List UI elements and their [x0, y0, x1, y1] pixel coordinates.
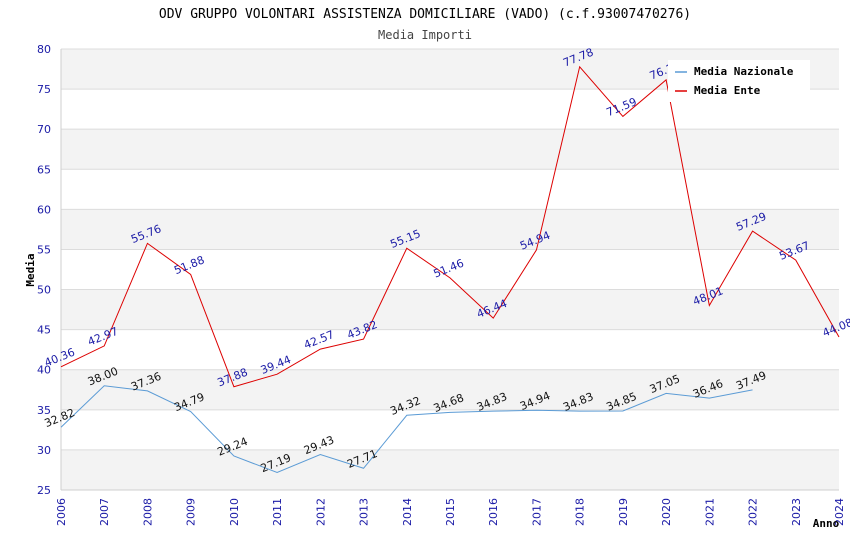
- x-tick-label: 2024: [833, 498, 846, 526]
- chart-subtitle: Media Importi: [378, 28, 472, 42]
- y-tick-label: 80: [37, 43, 51, 56]
- y-tick-label: 35: [37, 404, 51, 417]
- x-tick-label: 2021: [703, 498, 716, 526]
- y-tick-label: 60: [37, 203, 51, 216]
- x-tick-label: 2012: [314, 498, 327, 526]
- x-tick-label: 2011: [271, 498, 284, 526]
- legend-label-media-nazionale: Media Nazionale: [694, 65, 794, 78]
- legend: Media Nazionale Media Ente: [668, 60, 810, 102]
- grid-bands: [61, 49, 839, 490]
- grid-band: [61, 409, 839, 450]
- x-tick-label: 2023: [790, 498, 803, 526]
- y-tick-label: 55: [37, 243, 51, 256]
- chart-title: ODV GRUPPO VOLONTARI ASSISTENZA DOMICILI…: [159, 7, 691, 22]
- series-line-media-nazionale: [60, 385, 753, 473]
- grid-band: [61, 369, 839, 410]
- series-line-media-ente: [60, 65, 840, 388]
- legend-label-media-ente: Media Ente: [694, 84, 761, 97]
- y-tick-label: 65: [37, 163, 51, 176]
- legend-background: [668, 60, 810, 102]
- y-tick-label: 30: [37, 444, 51, 457]
- grid-band: [61, 289, 839, 330]
- x-tick-label: 2010: [228, 498, 241, 526]
- y-tick-label: 75: [37, 83, 51, 96]
- grid-band: [61, 209, 839, 250]
- axes: [60, 49, 839, 491]
- grid-band: [61, 249, 839, 290]
- grid-band: [61, 329, 839, 370]
- x-tick-label: 2013: [358, 498, 371, 526]
- grid-band: [61, 449, 839, 490]
- x-tick-labels: 2006 2007 2008 2009 2010 2011 2012 2013 2014 2015…: [55, 498, 846, 526]
- x-tick-label: 2017: [530, 498, 543, 526]
- x-tick-label: 2014: [401, 498, 414, 526]
- x-tick-label: 2007: [98, 498, 111, 526]
- grid-band: [61, 129, 839, 170]
- y-tick-label: 40: [37, 364, 51, 377]
- series-lines: [60, 65, 840, 473]
- x-tick-label: 2019: [617, 498, 630, 526]
- x-tick-label: 2018: [574, 498, 587, 526]
- x-tick-label: 2006: [55, 498, 68, 526]
- y-tick-label: 25: [37, 484, 51, 497]
- y-tick-labels: 25 30 35 40 45 50 55 60 65 70 75 80: [37, 43, 51, 497]
- y-axis-label: Media: [24, 253, 37, 286]
- y-tick-label: 50: [37, 284, 51, 297]
- x-tick-label: 2022: [747, 498, 760, 526]
- x-tick-label: 2015: [444, 498, 457, 526]
- y-tick-label: 70: [37, 123, 51, 136]
- x-tick-label: 2020: [660, 498, 673, 526]
- x-tick-label: 2009: [185, 498, 198, 526]
- y-tick-label: 45: [37, 324, 51, 337]
- x-axis-label: Anno: [813, 517, 840, 530]
- grid-band: [61, 169, 839, 210]
- x-tick-label: 2016: [487, 498, 500, 526]
- x-tick-label: 2008: [141, 498, 154, 526]
